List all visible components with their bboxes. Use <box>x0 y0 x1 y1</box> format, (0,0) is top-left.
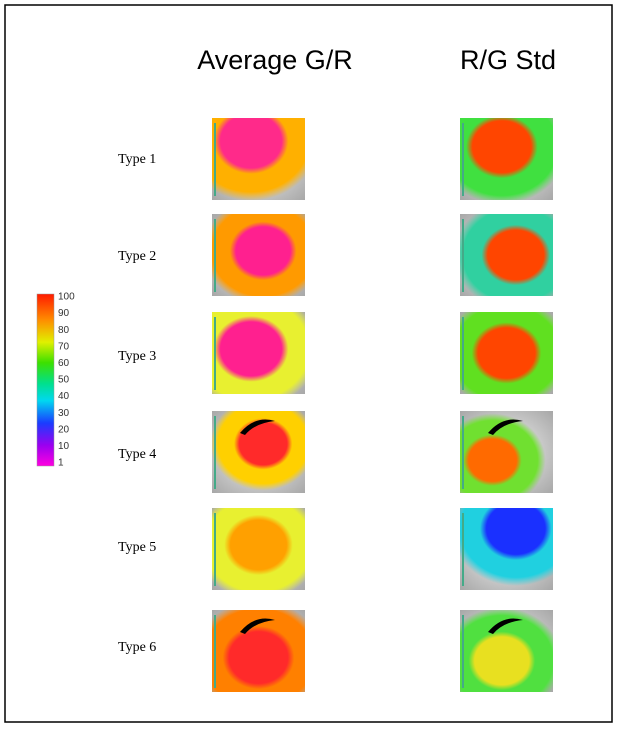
row-label: Type 3 <box>118 349 156 364</box>
colorbar-label: 50 <box>58 375 70 386</box>
colorbar-label: 1 <box>58 458 64 469</box>
heatmap <box>460 312 553 394</box>
row-label: Type 4 <box>118 447 156 462</box>
heatmap <box>212 118 305 200</box>
colorbar-label: 100 <box>58 292 75 303</box>
colorbar-label: 60 <box>58 358 70 369</box>
row-label: Type 5 <box>118 540 156 555</box>
heatmap <box>460 508 553 590</box>
colorbar-label: 10 <box>58 441 70 452</box>
heatmap <box>460 214 553 296</box>
heatmaps <box>212 118 553 692</box>
colorbar-label: 90 <box>58 308 70 319</box>
column-title: Average G/R <box>197 45 353 75</box>
row-label: Type 2 <box>118 249 156 264</box>
colorbar-label: 80 <box>58 325 70 336</box>
figure: Average G/R R/G Std 100 90 80 70 60 50 40 30 20 1… <box>0 0 617 728</box>
colorbar-label: 20 <box>58 424 70 435</box>
colorbar <box>37 294 54 466</box>
row-label: Type 6 <box>118 640 156 655</box>
colorbar-label: 40 <box>58 391 70 402</box>
heatmap <box>212 312 305 394</box>
column-title: R/G Std <box>460 45 556 75</box>
colorbar-label: 70 <box>58 341 70 352</box>
heatmap <box>212 508 305 590</box>
heatmap <box>212 214 305 296</box>
colorbar-label: 30 <box>58 408 70 419</box>
heatmap <box>460 118 553 200</box>
row-label: Type 1 <box>118 152 156 167</box>
